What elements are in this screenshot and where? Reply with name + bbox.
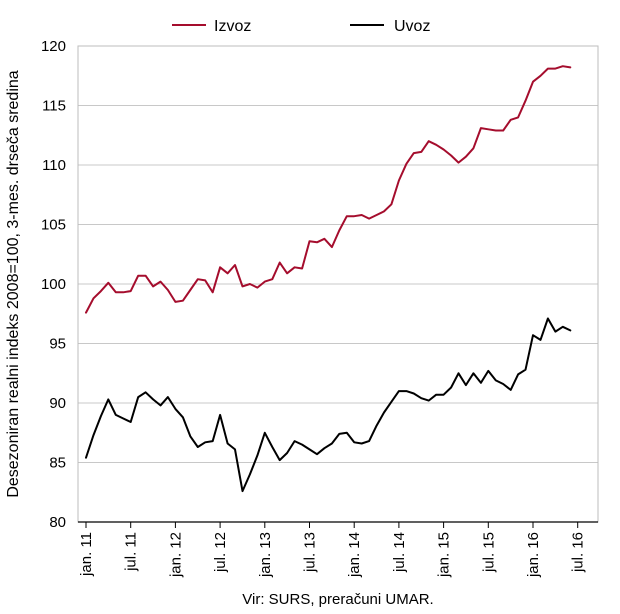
series-line-1 (85, 317, 572, 493)
legend-label-1: Uvoz (394, 18, 430, 35)
legend-label-0: Izvoz (214, 18, 251, 35)
y-tick-label-8: 120 (41, 38, 66, 55)
y-tick-label-2: 90 (49, 395, 66, 412)
x-tick-label-0: jan. 11 (78, 532, 95, 577)
y-tick-label-0: 80 (49, 514, 66, 531)
y-tick-label-5: 105 (41, 217, 66, 234)
axes (77, 45, 599, 523)
x-tick-label-10: jan. 16 (525, 532, 542, 578)
y-tick-label-6: 110 (42, 157, 66, 174)
y-tick-label-1: 85 (49, 455, 66, 472)
x-tick-label-9: jul. 15 (480, 532, 497, 573)
x-tick-label-5: jul. 13 (302, 532, 319, 573)
gridlines (78, 45, 598, 463)
x-tick-label-1: jul. 11 (123, 532, 140, 572)
x-tick-label-4: jan. 13 (257, 532, 274, 578)
series-line-0 (85, 65, 572, 314)
y-axis-title: Desezoniran realni indeks 2008=100, 3-me… (5, 70, 22, 497)
series-lines (85, 65, 572, 493)
y-tick-label-4: 100 (41, 276, 66, 293)
y-tick-labels: 80 85 90 95 100 105 110 115 120 (41, 38, 66, 531)
legend: Izvoz Uvoz (172, 18, 430, 35)
x-tick-label-11: jul. 16 (570, 532, 587, 573)
x-tick-label-3: jul. 12 (212, 532, 229, 573)
x-tick-labels: jan. 11 jul. 11 jan. 12 jul. 12 jan. 13 jul. … (78, 522, 587, 578)
source-note: Vir: SURS, preračuni UMAR. (242, 591, 433, 608)
y-tick-label-3: 95 (49, 336, 66, 353)
x-tick-label-7: jul. 14 (391, 532, 408, 573)
y-tick-label-7: 115 (42, 98, 66, 115)
x-tick-label-8: jan. 15 (436, 532, 453, 578)
x-tick-label-2: jan. 12 (167, 532, 184, 578)
x-tick-label-6: jan. 14 (346, 532, 363, 578)
